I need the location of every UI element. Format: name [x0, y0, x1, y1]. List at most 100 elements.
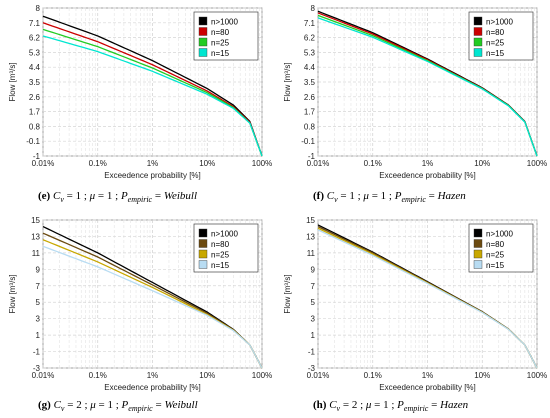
x-tick-label: 0.01%	[32, 371, 55, 380]
x-tick-label: 0.01%	[307, 371, 330, 380]
legend-label: n>1000	[211, 18, 238, 27]
x-tick-label: 0.01%	[307, 159, 330, 168]
x-tick-label: 100%	[527, 371, 547, 380]
y-tick-label: 5	[36, 298, 41, 307]
y-tick-label: 5.3	[304, 48, 316, 57]
x-tick-label: 1%	[422, 371, 434, 380]
y-tick-label: -1	[308, 348, 316, 357]
x-tick-label: 10%	[474, 371, 490, 380]
y-tick-label: 7	[36, 282, 41, 291]
legend-label: n=15	[211, 261, 230, 270]
series-line-3	[42, 35, 263, 157]
legend-label: n=25	[486, 39, 505, 48]
y-tick-label: 6.2	[304, 34, 316, 43]
y-tick-label: -3	[33, 364, 41, 373]
y-tick-label: 8	[36, 4, 41, 13]
series-line-3	[42, 245, 263, 369]
y-axis-label: Flow [m³/s]	[8, 274, 17, 313]
legend-label: n=80	[211, 28, 230, 37]
legend-swatch	[473, 16, 483, 26]
legend-swatch	[198, 228, 208, 238]
legend-label: n=25	[211, 39, 230, 48]
x-tick-label: 100%	[527, 159, 547, 168]
panel-caption: (g) Cv = 2 ; μ = 1 ; Pempiric = Weibull	[38, 399, 198, 413]
y-tick-label: 3.5	[29, 78, 41, 87]
x-tick-label: 0.1%	[364, 371, 382, 380]
x-tick-label: 0.1%	[89, 371, 107, 380]
y-tick-label: 2.6	[304, 93, 316, 102]
x-tick-label: 100%	[252, 159, 272, 168]
y-tick-label: 3	[311, 315, 316, 324]
y-tick-label: 1.7	[304, 108, 316, 117]
x-tick-label: 10%	[474, 159, 490, 168]
chart-panel-1: 0.01% 0.1% 1% 10% 100% -1 -0.1 0.8 1.7 2.6 3.5 4.4 5…	[283, 4, 547, 204]
panel-caption: (e) Cv = 1 ; μ = 1 ; Pempiric = Weibull	[38, 190, 197, 204]
legend-swatch	[473, 228, 483, 238]
series-line-3	[317, 17, 538, 157]
legend-swatch	[198, 239, 208, 248]
legend-label: n>1000	[211, 230, 238, 239]
y-tick-label: -1	[33, 348, 41, 357]
legend-label: n=80	[486, 28, 505, 37]
legend-label: n>1000	[486, 230, 513, 239]
x-axis-label: Exceedence probability [%]	[104, 383, 201, 392]
y-tick-label: 15	[306, 216, 315, 225]
x-tick-label: 0.01%	[32, 159, 55, 168]
legend-swatch	[473, 37, 483, 47]
legend-label: n=25	[211, 251, 230, 260]
y-tick-label: -1	[308, 152, 316, 161]
y-tick-label: -0.1	[26, 137, 40, 146]
x-tick-label: 10%	[199, 159, 215, 168]
y-axis-label: Flow [m³/s]	[8, 62, 17, 101]
y-axis-label: Flow [m³/s]	[283, 274, 292, 313]
y-tick-label: 7.1	[304, 19, 316, 28]
y-tick-label: 9	[311, 265, 316, 274]
y-tick-label: 0.8	[304, 122, 316, 131]
legend-swatch	[473, 239, 483, 248]
y-tick-label: 5	[311, 298, 316, 307]
x-tick-label: 0.1%	[364, 159, 382, 168]
x-tick-label: 1%	[422, 159, 434, 168]
legend-swatch	[198, 260, 208, 269]
chart-panel-0: 0.01% 0.1% 1% 10% 100% -1 -0.1 0.8 1.7 2.6 3.5 4.4 5…	[8, 4, 272, 204]
y-tick-label: 13	[31, 232, 40, 241]
legend-swatch	[473, 27, 483, 36]
y-tick-label: 6.2	[29, 34, 41, 43]
legend-swatch	[198, 249, 208, 259]
x-tick-label: 100%	[252, 371, 272, 380]
legend-label: n=15	[211, 49, 230, 58]
y-axis-label: Flow [m³/s]	[283, 62, 292, 101]
panel-caption: (h) Cv = 2 ; μ = 1 ; Pempiric = Hazen	[313, 399, 469, 413]
y-tick-label: 2.6	[29, 93, 41, 102]
y-tick-label: 9	[36, 265, 41, 274]
legend-label: n=25	[486, 251, 505, 260]
x-tick-label: 1%	[147, 371, 159, 380]
y-tick-label: 7.1	[29, 19, 41, 28]
chart-panel-2: 0.01% 0.1% 1% 10% 100%-3-113579111315Exceede…	[8, 216, 272, 413]
y-tick-label: 1	[36, 331, 41, 340]
y-tick-label: 1	[311, 331, 316, 340]
y-tick-label: -0.1	[301, 137, 315, 146]
x-tick-label: 0.1%	[89, 159, 107, 168]
y-tick-label: 7	[311, 282, 316, 291]
legend-swatch	[198, 16, 208, 26]
x-axis-label: Exceedence probability [%]	[379, 383, 476, 392]
series-line-3	[317, 229, 538, 369]
legend-label: n>1000	[486, 18, 513, 27]
legend-label: n=80	[211, 240, 230, 249]
legend-label: n=15	[486, 49, 505, 58]
y-tick-label: -1	[33, 152, 41, 161]
legend-swatch	[198, 37, 208, 47]
legend-swatch	[198, 27, 208, 36]
panel-caption: (f) Cv = 1 ; μ = 1 ; Pempiric = Hazen	[313, 190, 466, 204]
y-tick-label: 4.4	[29, 63, 41, 72]
y-tick-label: 1.7	[29, 108, 41, 117]
y-tick-label: 8	[311, 4, 316, 13]
legend-swatch	[198, 48, 208, 57]
x-tick-label: 10%	[199, 371, 215, 380]
